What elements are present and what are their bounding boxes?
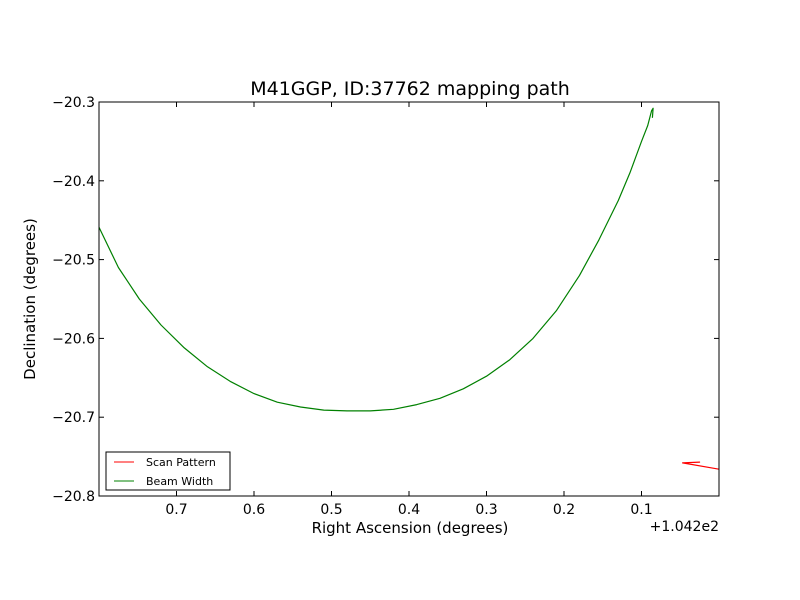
y-axis-label: Declination (degrees): [21, 218, 39, 380]
legend-label-scan-pattern: Scan Pattern: [146, 456, 216, 469]
chart-title: M41GGP, ID:37762 mapping path: [250, 78, 570, 100]
x-tick-label: 0.7: [165, 502, 187, 518]
x-tick-label: 0.1: [630, 502, 652, 518]
series-line-beam-width: [99, 107, 654, 412]
legend-label-beam-width: Beam Width: [146, 475, 213, 488]
series-line-scan-pattern: [681, 461, 719, 470]
x-axis-label: Right Ascension (degrees): [312, 519, 509, 537]
x-tick-label: 0.6: [243, 502, 265, 518]
y-axis: −20.3 −20.4 −20.5 −20.6 −20.7 −20.8: [52, 95, 719, 505]
y-tick-label: −20.6: [52, 331, 95, 347]
y-tick-label: −20.7: [52, 410, 95, 426]
x-axis-offset-label: +1.042e2: [650, 519, 719, 535]
x-tick-label: 0.5: [320, 502, 342, 518]
legend: Scan Pattern Beam Width: [105, 451, 231, 491]
x-tick-label: 0.2: [553, 502, 575, 518]
series-layer: [99, 107, 719, 470]
y-tick-label: −20.5: [52, 253, 95, 269]
x-tick-label: 0.4: [398, 502, 420, 518]
legend-box: [105, 451, 231, 491]
y-tick-label: −20.3: [52, 95, 95, 111]
y-tick-label: −20.8: [52, 489, 95, 505]
plot-frame: [98, 101, 720, 497]
y-tick-label: −20.4: [52, 174, 95, 190]
x-axis: 0.7 0.6 0.5 0.4 0.3 0.2 0.1: [165, 102, 653, 518]
x-tick-label: 0.3: [475, 502, 497, 518]
